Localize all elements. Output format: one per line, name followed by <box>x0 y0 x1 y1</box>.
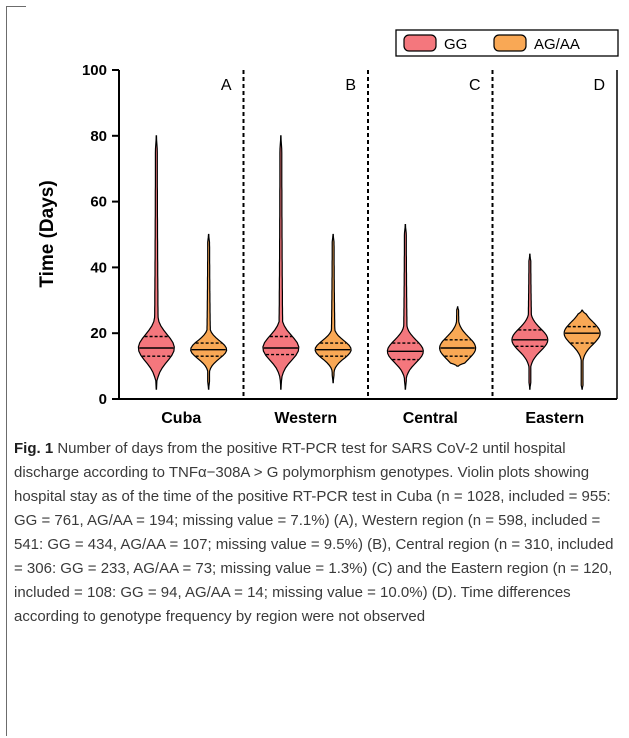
panel-letter: A <box>221 77 232 94</box>
legend-label-gg: GG <box>444 36 467 53</box>
violin-agaa-eastern <box>563 309 601 390</box>
y-tick-label: 40 <box>90 259 107 276</box>
y-tick-label: 80 <box>90 128 107 145</box>
x-tick-label: Eastern <box>525 410 584 427</box>
figure-frame-left <box>6 6 7 736</box>
legend: GG AG/AA <box>395 29 619 57</box>
y-tick-label: 0 <box>99 391 107 408</box>
legend-label-agaa: AG/AA <box>534 36 580 53</box>
x-tick-label: Western <box>274 410 337 427</box>
violin-agaa-western <box>314 233 352 384</box>
violin-gg-eastern <box>511 253 549 390</box>
caption-text: Number of days from the positive RT-PCR … <box>14 440 614 625</box>
panel-letters: A B C D <box>221 77 605 94</box>
violins <box>137 135 601 390</box>
y-tick-label: 20 <box>90 325 107 342</box>
figure-frame-top <box>6 6 26 7</box>
legend-swatch-gg <box>403 34 437 52</box>
violin-gg-western <box>262 135 300 390</box>
violin-agaa-central <box>438 306 477 367</box>
figure-caption: Fig. 1 Number of days from the positive … <box>14 437 614 629</box>
y-tick-label: 60 <box>90 194 107 211</box>
x-tick-labels: Cuba Western Central Eastern <box>161 410 584 427</box>
y-tick-label: 100 <box>82 62 107 79</box>
x-tick-label: Central <box>403 410 458 427</box>
violin-gg-cuba <box>137 135 175 390</box>
y-ticks: 0 20 40 60 80 100 <box>82 62 119 408</box>
panel-letter: C <box>469 77 481 94</box>
caption-label: Fig. 1 <box>14 440 54 457</box>
panel-letter: B <box>345 77 356 94</box>
panel-letter: D <box>593 77 605 94</box>
violin-agaa-cuba <box>190 233 228 390</box>
x-tick-label: Cuba <box>161 410 201 427</box>
y-axis-label: Time (Days) <box>37 180 58 287</box>
violin-chart: GG AG/AA Time (Days) 0 20 40 60 80 100 A B C D C… <box>37 29 619 427</box>
violin-gg-central <box>386 224 424 390</box>
panel-dividers <box>242 70 494 399</box>
legend-swatch-agaa <box>493 34 527 52</box>
